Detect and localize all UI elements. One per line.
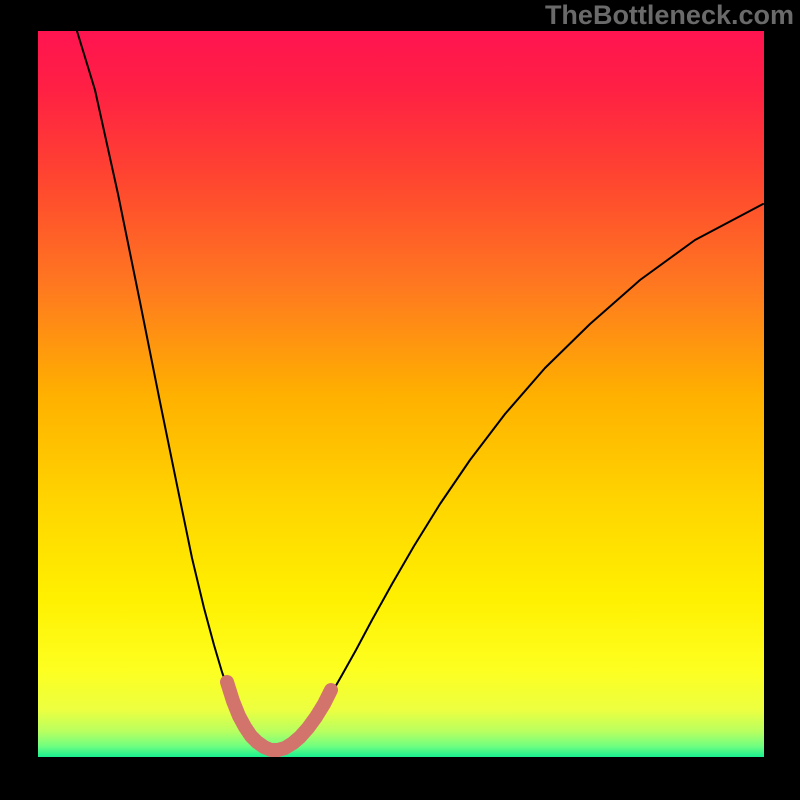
plot-area-gradient [38,31,764,757]
watermark-label: TheBottleneck.com [545,0,794,31]
bottleneck-v-chart [0,0,800,800]
chart-container: TheBottleneck.com [0,0,800,800]
